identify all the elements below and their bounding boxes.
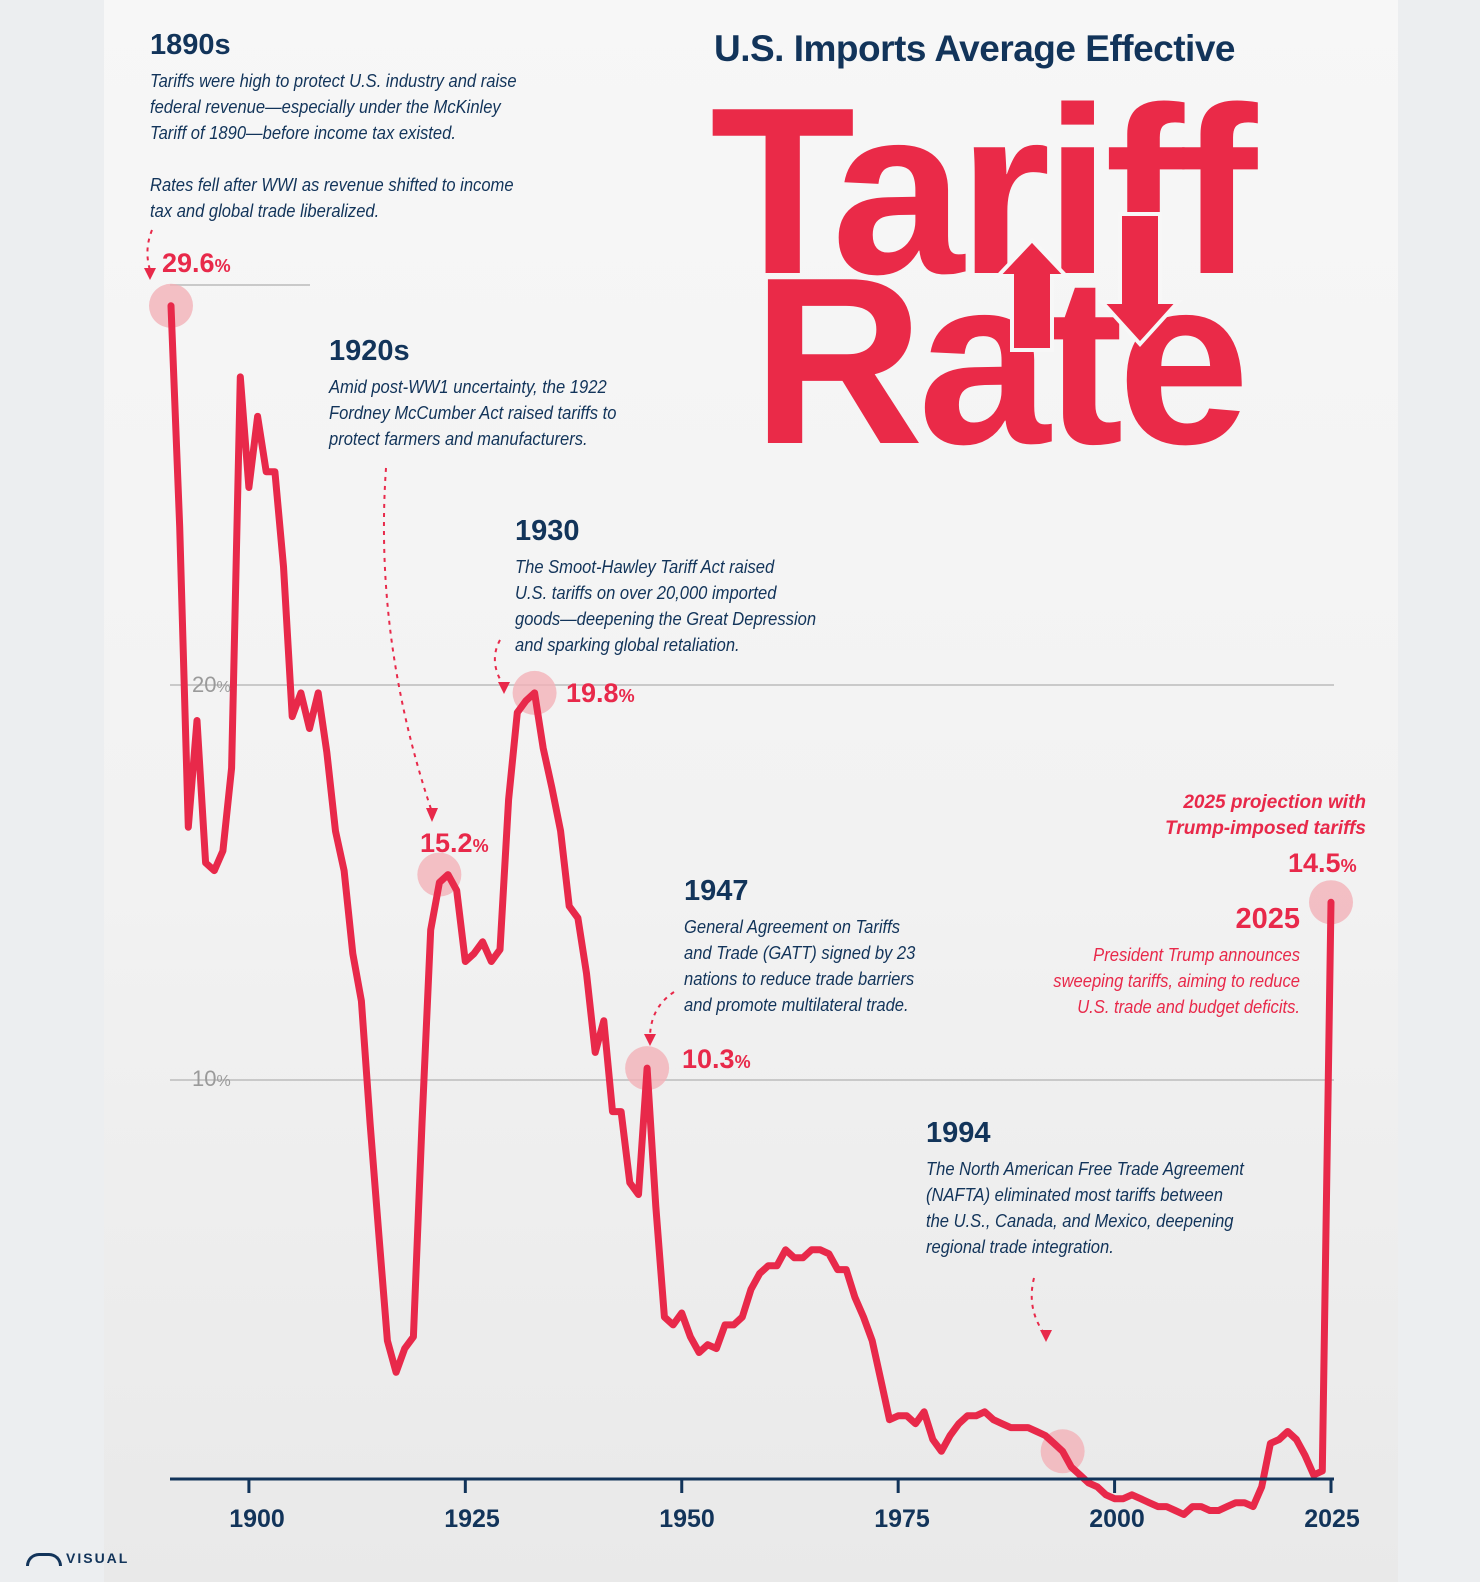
- xtick-1925: 1925: [444, 1505, 500, 1533]
- annotation-1947-text: General Agreement on Tariffs and Trade (…: [684, 917, 916, 1015]
- leader-1890s: [146, 229, 153, 271]
- projection-label: 2025 projection with Trump-imposed tarif…: [1165, 792, 1366, 839]
- title-subtitle: U.S. Imports Average Effective: [714, 28, 1236, 69]
- arrowhead-1994: [1040, 1330, 1052, 1342]
- value-label-1933: 19.8%: [566, 678, 635, 708]
- leader-1947: [649, 991, 675, 1039]
- ytick-20: 20%: [192, 672, 231, 697]
- xtick-1975: 1975: [874, 1505, 930, 1533]
- annotation-1994: 1994 The North American Free Trade Agree…: [926, 1116, 1306, 1260]
- arrowhead-1947: [644, 1034, 656, 1046]
- annotation-1930: 1930 The Smoot-Hawley Tariff Act raised …: [515, 514, 855, 658]
- annotation-1920s: 1920s Amid post-WW1 uncertainty, the 192…: [329, 334, 669, 452]
- annotation-1920s-year: 1920s: [329, 335, 410, 367]
- line-chart: [144, 212, 1353, 1518]
- xtick-2025: 2025: [1304, 1505, 1360, 1533]
- title-word-tariff: Tariff: [710, 59, 1257, 324]
- annotation-2025-year: 2025: [1235, 903, 1300, 935]
- value-label-1922: 15.2%: [420, 828, 489, 858]
- leader-1920s: [382, 467, 433, 813]
- arrowhead-1890s: [144, 268, 156, 280]
- annotation-1890s: 1890s Tariffs were high to protect U.S. …: [150, 28, 590, 224]
- annotation-1994-year: 1994: [926, 1117, 991, 1149]
- arrow-down-icon: [1097, 212, 1183, 347]
- leader-1930: [493, 639, 505, 687]
- annotation-1930-text: The Smoot-Hawley Tariff Act raised U.S. …: [515, 557, 817, 655]
- ytick-10: 10%: [192, 1066, 231, 1091]
- annotation-2025: 2025 President Trump announces sweeping …: [980, 902, 1300, 1020]
- leader-1994: [1030, 1277, 1047, 1337]
- annotation-1947: 1947 General Agreement on Tariffs and Tr…: [684, 874, 984, 1018]
- annotation-1890s-year: 1890s: [150, 29, 231, 61]
- annotation-1930-year: 1930: [515, 515, 580, 547]
- xtick-1950: 1950: [659, 1505, 715, 1533]
- arrowhead-1930: [498, 682, 510, 694]
- annotation-1947-year: 1947: [684, 875, 749, 907]
- annotation-1994-text: The North American Free Trade Agreement …: [926, 1159, 1244, 1257]
- series-line: [167, 302, 1335, 1518]
- annotation-1920s-text: Amid post-WW1 uncertainty, the 1922 Ford…: [329, 377, 617, 449]
- value-label-1891: 29.6%: [162, 248, 231, 278]
- logo-icon: [26, 1552, 62, 1566]
- xtick-1900: 1900: [229, 1505, 285, 1533]
- value-label-1946: 10.3%: [682, 1044, 751, 1074]
- logo: VISUAL: [26, 1550, 129, 1566]
- value-label-2025: 14.5%: [1288, 848, 1357, 878]
- arrow-up-icon: [993, 237, 1071, 352]
- title-arrows: [993, 212, 1183, 352]
- annotation-1890s-text: Tariffs were high to protect U.S. indust…: [150, 71, 517, 221]
- title-word-rate: Rate: [752, 229, 1250, 494]
- xtick-2000: 2000: [1089, 1505, 1145, 1533]
- arrowhead-1920s: [426, 808, 438, 822]
- infographic-canvas: U.S. Imports Average Effective Tariff Ra…: [104, 0, 1398, 1582]
- annotation-2025-text: President Trump announces sweeping tarif…: [1053, 945, 1300, 1017]
